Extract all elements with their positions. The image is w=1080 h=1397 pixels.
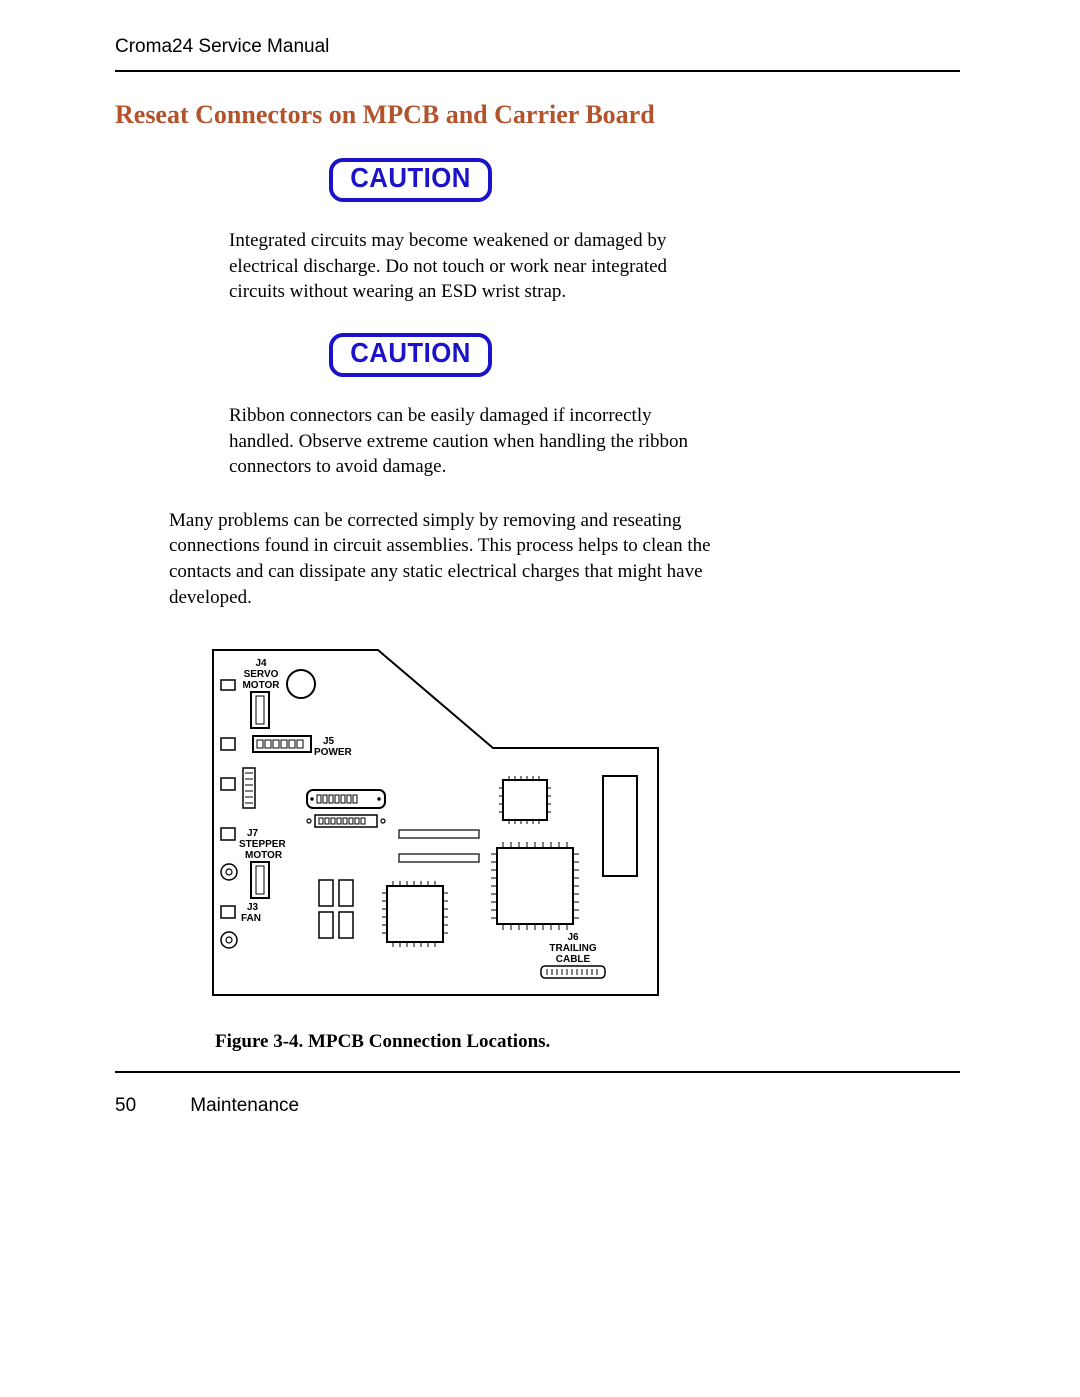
target-1 — [221, 864, 237, 880]
conn-j7 — [251, 862, 269, 898]
label-j7: J7 — [247, 828, 259, 839]
ic-medium-pins — [382, 881, 448, 947]
pad-j7 — [221, 828, 235, 840]
label-j6: J6 — [567, 932, 579, 943]
mpcb-diagram-svg: J4 SERVO MOTOR — [203, 640, 673, 1010]
conn-j4 — [251, 692, 269, 728]
rule-bottom — [115, 1071, 960, 1073]
block-right — [603, 776, 637, 876]
ic-header-2 — [307, 815, 385, 827]
conn-j6 — [541, 966, 605, 978]
ic-medium — [387, 886, 443, 942]
caution-label: CAUTION — [350, 164, 471, 192]
conn-j5 — [253, 736, 311, 752]
caution-label: CAUTION — [350, 339, 471, 367]
caution-badge-1: CAUTION — [169, 158, 960, 202]
conn-j6-pins — [547, 969, 597, 975]
label-fan: FAN — [241, 913, 261, 924]
label-trailing: TRAILING — [549, 943, 596, 954]
mounting-hole-1 — [287, 670, 315, 698]
body-paragraph: Many problems can be corrected simply by… — [169, 508, 729, 611]
smd-4 — [339, 912, 353, 938]
ic-header-1 — [307, 790, 385, 808]
j5-pins — [257, 740, 303, 748]
figure-3-4: J4 SERVO MOTOR — [203, 640, 960, 1015]
ic-small — [503, 780, 547, 820]
page-footer: 50 Maintenance — [115, 1095, 960, 1117]
page-container: Croma24 Service Manual Reseat Connectors… — [0, 0, 1080, 1157]
strip-row3 — [243, 768, 255, 808]
label-cable: CABLE — [556, 954, 591, 965]
caution-badge-2: CAUTION — [169, 333, 960, 377]
smd-1 — [319, 880, 333, 906]
target-2-inner — [226, 937, 232, 943]
label-j4: J4 — [255, 658, 267, 669]
label-motor-1: MOTOR — [242, 680, 280, 691]
resistor-2 — [399, 854, 479, 862]
running-header: Croma24 Service Manual — [115, 36, 960, 58]
pad-j4 — [221, 680, 235, 690]
pad-j3 — [221, 906, 235, 918]
figure-caption: Figure 3-4. MPCB Connection Locations. — [215, 1031, 960, 1053]
conn-j7-inner — [256, 866, 264, 894]
label-motor-2: MOTOR — [245, 850, 283, 861]
label-power: POWER — [314, 747, 353, 758]
footer-section: Maintenance — [190, 1095, 299, 1116]
resistor-1 — [399, 830, 479, 838]
target-1-inner — [226, 869, 232, 875]
page-number: 50 — [115, 1095, 185, 1117]
content-column: CAUTION Integrated circuits may become w… — [169, 158, 960, 1053]
ic-large — [497, 848, 573, 924]
caution-box: CAUTION — [329, 333, 492, 377]
label-stepper: STEPPER — [239, 839, 286, 850]
label-j5: J5 — [323, 736, 335, 747]
ic-small-pins — [499, 776, 551, 824]
strip-row3-pins — [245, 773, 253, 803]
target-2 — [221, 932, 237, 948]
ic-large-pins — [491, 842, 579, 930]
ic-header-1-pins — [311, 795, 380, 803]
label-j3: J3 — [247, 902, 259, 913]
pad-row2 — [221, 738, 235, 750]
pad-row3 — [221, 778, 235, 790]
rule-top — [115, 70, 960, 72]
caution-text-1: Integrated circuits may become weakened … — [229, 228, 689, 305]
conn-j4-inner — [256, 696, 264, 724]
section-heading: Reseat Connectors on MPCB and Carrier Bo… — [115, 100, 960, 130]
caution-box: CAUTION — [329, 158, 492, 202]
smd-2 — [339, 880, 353, 906]
caution-text-2: Ribbon connectors can be easily damaged … — [229, 403, 689, 480]
label-servo: SERVO — [244, 669, 279, 680]
smd-3 — [319, 912, 333, 938]
